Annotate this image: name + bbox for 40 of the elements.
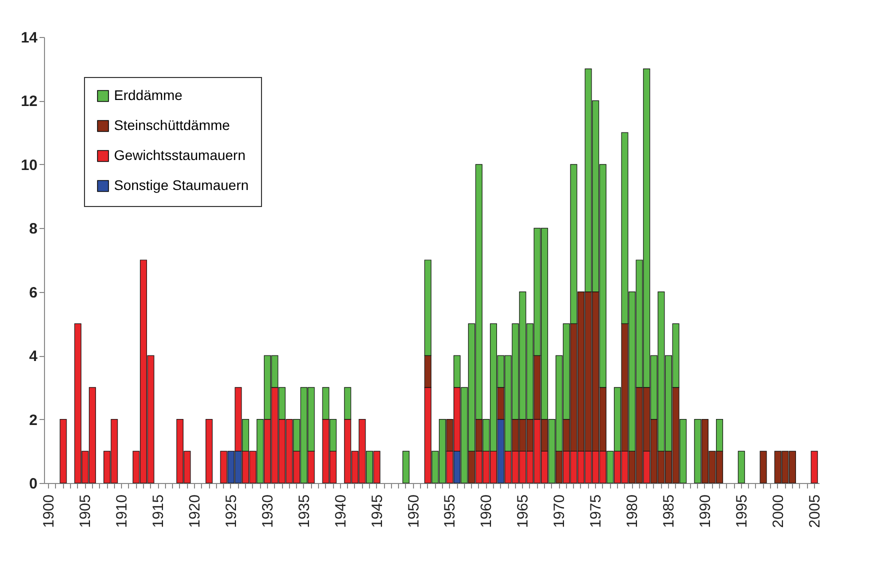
- legend-label: Steinschüttdämme: [114, 117, 230, 133]
- x-tick-label: 1970: [551, 494, 568, 528]
- x-tick-label: 2005: [806, 494, 824, 528]
- x-tick-label: 1945: [368, 494, 386, 528]
- legend-label: Erddämme: [114, 87, 183, 103]
- bar: [760, 450, 767, 484]
- x-tick-label: 1910: [114, 494, 131, 528]
- y-tick-label: 6: [29, 284, 38, 302]
- x-tick-label: 1940: [332, 494, 350, 528]
- bar: [738, 450, 745, 484]
- legend-label: Sonstige Staumauern: [114, 177, 249, 193]
- y-tick-label: 10: [20, 156, 38, 174]
- bar: [810, 450, 818, 484]
- x-tick-label: 1900: [40, 494, 58, 528]
- y-tick-label: 2: [29, 412, 38, 429]
- bar: [60, 418, 67, 484]
- x-tick-label: 1960: [478, 494, 496, 528]
- x-tick-label: 1915: [150, 494, 168, 528]
- y-tick-label: 4: [29, 348, 38, 366]
- x-tick-label: 1965: [514, 494, 532, 528]
- x-tick-label: 1920: [186, 494, 204, 528]
- x-tick-label: 1925: [222, 494, 240, 528]
- x-tick-label: 1935: [296, 494, 313, 528]
- x-tick-label: 1905: [77, 494, 94, 528]
- x-tick-label: 1985: [660, 494, 678, 528]
- y-tick-label: 12: [20, 93, 38, 110]
- y-tick-label: 8: [29, 220, 38, 238]
- x-tick-label: 1995: [733, 494, 750, 528]
- bar: [402, 450, 410, 484]
- y-tick-label: 0: [29, 476, 38, 492]
- x-tick-label: 1950: [405, 494, 422, 528]
- x-tick-label: 1930: [259, 494, 276, 528]
- x-tick-label: 2000: [770, 494, 787, 528]
- x-tick-label: 1980: [624, 494, 642, 528]
- legend-label: Gewichtsstaumauern: [114, 147, 246, 163]
- x-tick-label: 1990: [696, 494, 714, 528]
- x-tick-label: 1955: [442, 494, 459, 528]
- bar: [206, 418, 213, 484]
- x-tick-label: 1975: [588, 494, 605, 528]
- y-tick-label: 14: [20, 30, 38, 46]
